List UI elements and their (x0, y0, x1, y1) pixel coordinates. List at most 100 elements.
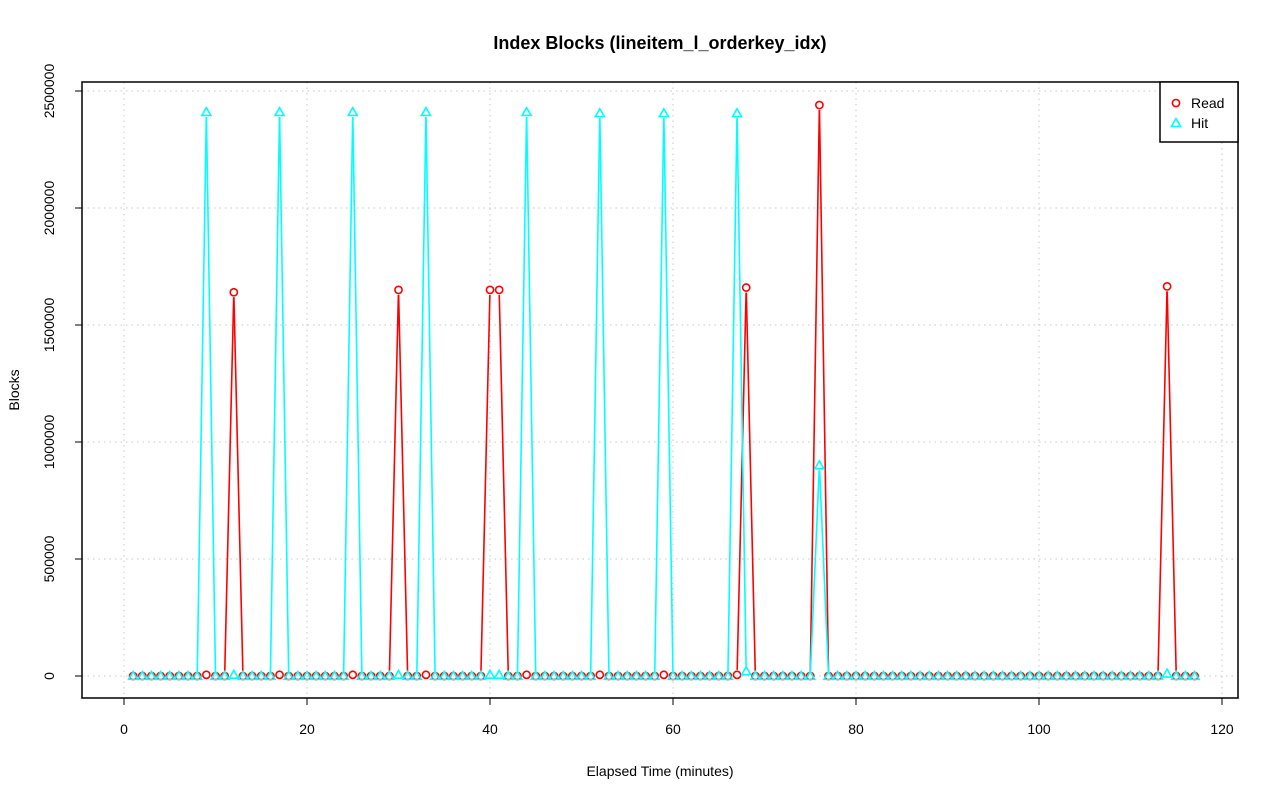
hit-point (733, 109, 742, 117)
read-point (743, 284, 750, 291)
hit-point (193, 672, 202, 680)
y-tick-label: 2000000 (41, 181, 57, 236)
hit-line-segment (270, 117, 279, 671)
hit-point (705, 672, 714, 680)
y-tick-label: 500000 (41, 535, 57, 582)
chart-title: Index Blocks (lineitem_l_orderkey_idx) (493, 33, 826, 53)
y-tick-label: 1000000 (41, 415, 57, 470)
hit-point (330, 672, 339, 680)
hit-point (687, 672, 696, 680)
y-tick-label: 1500000 (41, 298, 57, 353)
hit-point (742, 667, 751, 675)
hit-point (961, 672, 970, 680)
read-line-segment (499, 295, 508, 671)
read-line-segment (399, 295, 408, 671)
read-point (523, 671, 530, 678)
hit-point (861, 672, 870, 680)
hit-point (220, 672, 229, 680)
hit-point (806, 672, 815, 680)
hit-line-segment (353, 117, 362, 671)
hit-point (1080, 672, 1089, 680)
x-tick-label: 40 (482, 721, 498, 737)
hit-point (440, 672, 449, 680)
legend-box (1160, 82, 1238, 142)
hit-point (769, 672, 778, 680)
hit-point (1153, 672, 1162, 680)
hit-point (989, 672, 998, 680)
hit-point (550, 672, 559, 680)
hit-point (147, 672, 156, 680)
hit-point (449, 672, 458, 680)
hit-point (586, 672, 595, 680)
hit-point (476, 672, 485, 680)
x-axis-label: Elapsed Time (minutes) (586, 763, 733, 779)
read-line-segment (389, 295, 398, 671)
hit-point (723, 672, 732, 680)
series-layer (129, 101, 1199, 679)
hit-point (678, 672, 687, 680)
hit-point (275, 108, 284, 116)
hit-point (952, 672, 961, 680)
hit-point (1099, 672, 1108, 680)
hit-point (1190, 672, 1199, 680)
hit-point (970, 672, 979, 680)
hit-line-segment (197, 117, 206, 671)
hit-line-segment (280, 117, 289, 671)
hit-point (156, 672, 165, 680)
x-tick-label: 20 (299, 721, 315, 737)
series-read (130, 101, 1199, 679)
hit-point (348, 108, 357, 116)
hit-point (403, 672, 412, 680)
hit-line-segment (728, 118, 737, 671)
read-point (660, 671, 667, 678)
hit-line-segment (527, 117, 536, 671)
hit-point (623, 672, 632, 680)
hit-point (852, 672, 861, 680)
read-point (395, 286, 402, 293)
hit-point (1172, 672, 1181, 680)
hit-point (238, 672, 247, 680)
hit-point (522, 108, 531, 116)
x-tick-label: 0 (120, 721, 128, 737)
legend-read-label: Read (1191, 95, 1224, 111)
hit-point (266, 672, 275, 680)
read-point (276, 671, 283, 678)
hit-point (998, 672, 1007, 680)
hit-point (1007, 672, 1016, 680)
hit-point (787, 672, 796, 680)
hit-point (248, 672, 257, 680)
series-hit (129, 108, 1199, 680)
hit-point (293, 672, 302, 680)
hit-point (943, 672, 952, 680)
hit-point (367, 672, 376, 680)
hit-point (1016, 672, 1025, 680)
hit-point (431, 672, 440, 680)
hit-line-segment (591, 118, 600, 671)
hit-point (339, 672, 348, 680)
hit-point (458, 672, 467, 680)
hit-point (650, 672, 659, 680)
hit-line-segment (664, 118, 673, 671)
hit-point (394, 670, 403, 678)
hit-point (934, 672, 943, 680)
hit-point (595, 109, 604, 117)
hit-point (1126, 672, 1135, 680)
hit-point (797, 672, 806, 680)
read-point (349, 671, 356, 678)
read-point (230, 289, 237, 296)
hit-point (312, 672, 321, 680)
hit-line-segment (417, 117, 426, 671)
hit-point (1089, 672, 1098, 680)
x-tick-label: 60 (665, 721, 681, 737)
read-point (203, 671, 210, 678)
read-point (422, 671, 429, 678)
hit-point (669, 672, 678, 680)
hit-point (284, 672, 293, 680)
hit-point (165, 672, 174, 680)
read-line-segment (1167, 291, 1176, 671)
hit-point (696, 672, 705, 680)
hit-point (714, 672, 723, 680)
hit-point (257, 672, 266, 680)
hit-point (467, 672, 476, 680)
